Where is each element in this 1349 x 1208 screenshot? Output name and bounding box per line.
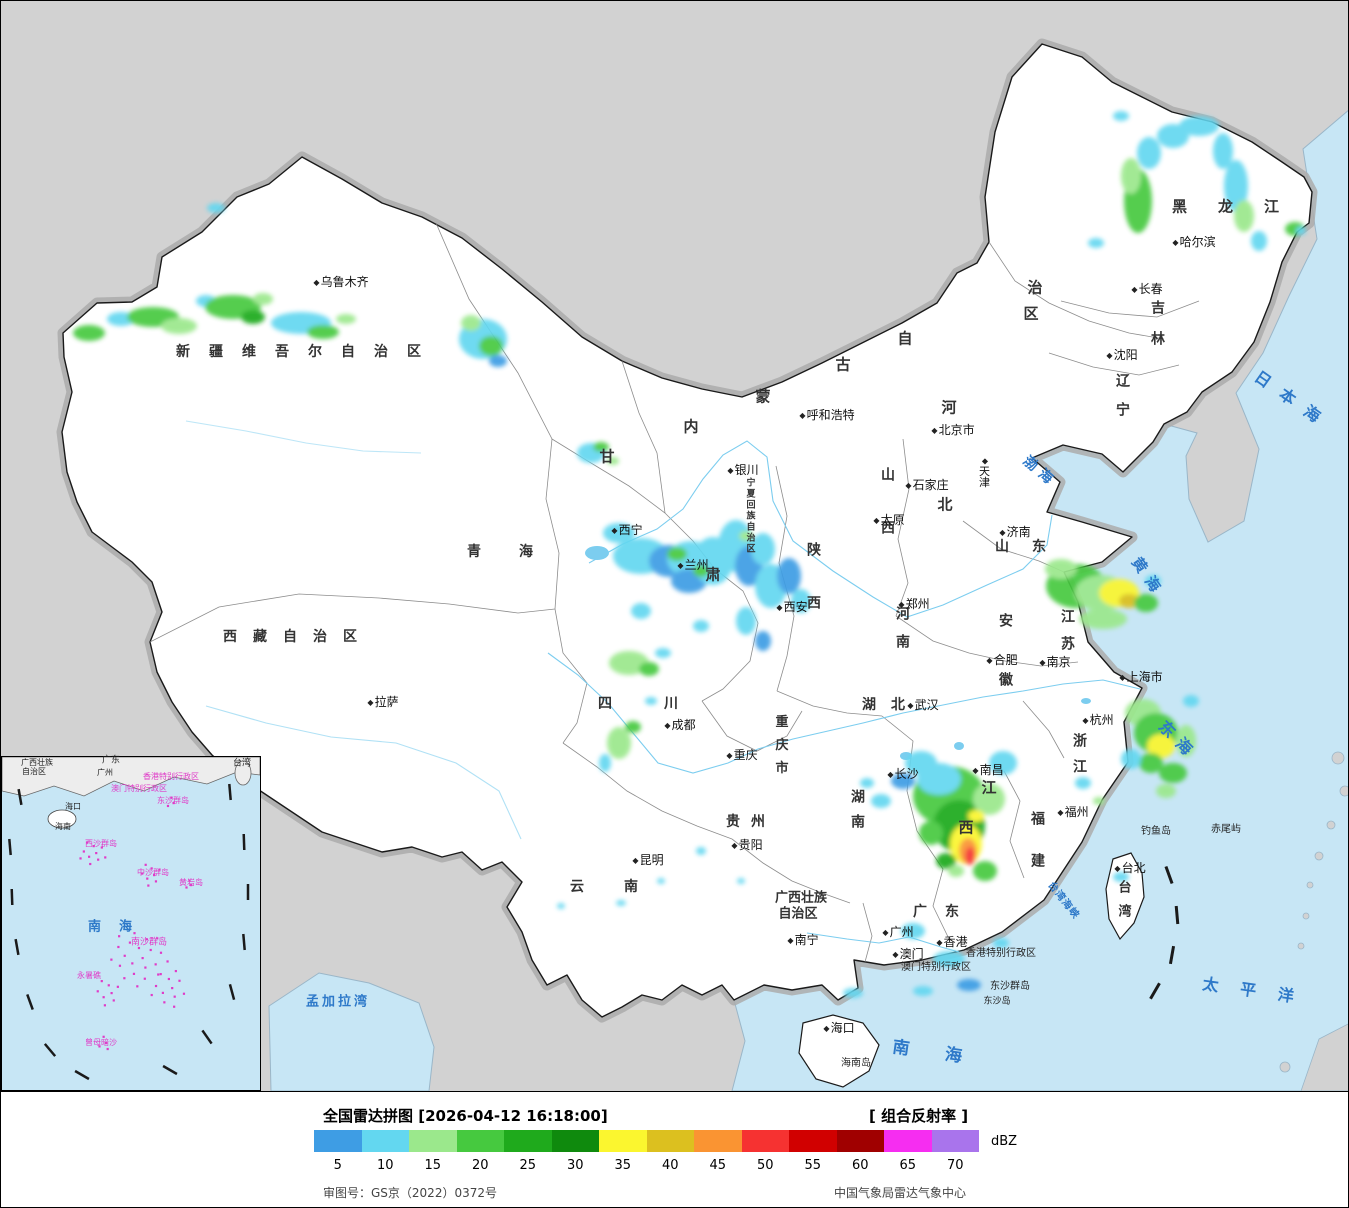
hainan-island: [798, 1014, 880, 1088]
agency-credit: 中国气象局雷达气象中心: [834, 1186, 967, 1200]
scale-tick-60: 60: [851, 1158, 869, 1173]
south-china-sea-inset: [1, 756, 261, 1091]
china-radar-map: 新疆维吾尔自治区 西藏自治区 青海甘肃内蒙古自治区黑龙江 吉林 辽宁河北山西 山东 河南 江苏…: [1, 1, 1348, 1091]
qinghai-lake: [585, 546, 609, 560]
scale-tick-45: 45: [709, 1158, 727, 1173]
bay-of-bengal: [268, 972, 435, 1091]
reflectivity-colorbar: [314, 1130, 979, 1152]
scale-cell-70: [931, 1130, 979, 1152]
inset-canvas: [1, 756, 261, 1081]
scale-cell-25: [504, 1130, 552, 1152]
scale-tick-20: 20: [471, 1158, 489, 1173]
unit-label: dBZ: [991, 1134, 1018, 1149]
scale-tick-35: 35: [614, 1158, 632, 1173]
foreign-islands: [1279, 751, 1348, 1091]
product-label: [ 组合反射率 ]: [869, 1107, 969, 1125]
scale-tick-50: 50: [756, 1158, 774, 1173]
scale-tick-25: 25: [519, 1158, 537, 1173]
scale-cell-20: [456, 1130, 504, 1152]
scale-cell-50: [741, 1130, 789, 1152]
scale-cell-40: [646, 1130, 694, 1152]
legend-bar: 全国雷达拼图 [2026-04-12 16:18:00] [ 组合反射率 ] d…: [1, 1091, 1348, 1207]
scale-cell-65: [884, 1130, 932, 1152]
scale-cell-45: [694, 1130, 742, 1152]
scale-tick-70: 70: [946, 1158, 964, 1173]
colorbar-ticks: 5 10 15 20 25 30 35 40 45 50 55 60 65 70: [1, 1158, 1348, 1174]
scale-cell-35: [599, 1130, 647, 1152]
inset-island-dots: [79, 796, 193, 1051]
inset-coast-land: [1, 756, 261, 797]
scale-tick-65: 65: [899, 1158, 917, 1173]
scale-cell-5: [314, 1130, 362, 1152]
inset-hainan: [47, 809, 77, 829]
scale-cell-30: [551, 1130, 599, 1152]
nine-dash-line: [1149, 866, 1180, 1000]
scale-cell-15: [409, 1130, 457, 1152]
scale-tick-10: 10: [376, 1158, 394, 1173]
scale-cell-55: [789, 1130, 837, 1152]
scale-tick-40: 40: [661, 1158, 679, 1173]
inset-taiwan: [234, 760, 252, 786]
inset-nine-dash-line: [8, 783, 250, 1081]
radar-echo-layer: [73, 111, 1306, 998]
scale-cell-10: [361, 1130, 409, 1152]
scale-tick-30: 30: [566, 1158, 584, 1173]
scale-cell-60: [836, 1130, 884, 1152]
map-license: 审图号：GS京（2022）0372号: [323, 1186, 497, 1200]
scale-tick-15: 15: [424, 1158, 442, 1173]
scale-tick-5: 5: [333, 1158, 342, 1173]
map-title: 全国雷达拼图 [2026-04-12 16:18:00]: [323, 1107, 608, 1125]
scale-tick-55: 55: [804, 1158, 822, 1173]
poyang-lake: [954, 742, 964, 750]
tai-lake: [1081, 698, 1091, 704]
